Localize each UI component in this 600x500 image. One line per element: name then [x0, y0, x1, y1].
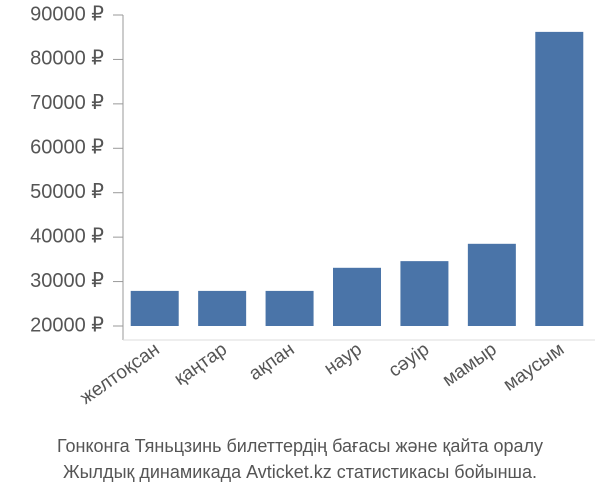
x-tick-label: желтоқсан	[76, 339, 163, 409]
bar	[265, 290, 314, 326]
bar	[467, 243, 516, 326]
y-tick-label: 60000 ₽	[30, 137, 104, 159]
x-tick-label: наур	[320, 339, 365, 380]
x-tick-label: ақпан	[245, 339, 298, 385]
bar	[535, 31, 584, 327]
y-tick-label: 90000 ₽	[30, 3, 104, 25]
bar	[198, 290, 247, 326]
bar	[130, 290, 179, 326]
caption: Жылдық динамикада Avticket.kz статистика…	[63, 462, 537, 482]
y-tick-label: 40000 ₽	[30, 225, 104, 247]
x-tick-label: қаңтар	[171, 339, 231, 390]
y-tick-label: 30000 ₽	[30, 270, 104, 292]
y-tick-label: 70000 ₽	[30, 92, 104, 114]
x-tick-label: сәуір	[385, 339, 433, 382]
caption: Гонконга Тяньцзинь билеттердің бағасы жә…	[57, 436, 543, 456]
x-tick-label: мамыр	[439, 339, 501, 391]
y-tick-label: 80000 ₽	[30, 48, 104, 70]
y-tick-label: 20000 ₽	[30, 314, 104, 336]
bar	[400, 261, 449, 326]
x-tick-label: маусым	[500, 339, 569, 396]
bar	[333, 267, 381, 326]
y-tick-label: 50000 ₽	[30, 181, 104, 203]
